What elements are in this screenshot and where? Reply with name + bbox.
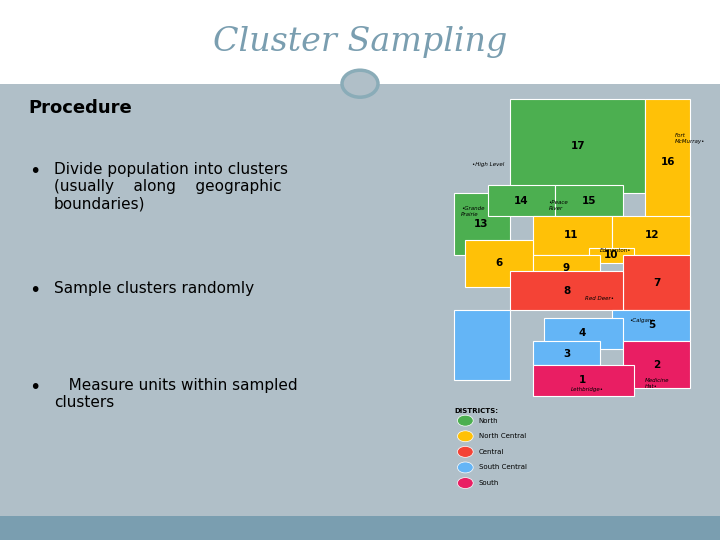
Text: South Central: South Central xyxy=(479,464,527,470)
Polygon shape xyxy=(611,310,690,341)
Text: 8: 8 xyxy=(563,286,570,296)
Polygon shape xyxy=(454,310,510,380)
Circle shape xyxy=(342,70,378,97)
Text: •: • xyxy=(29,378,40,397)
Circle shape xyxy=(457,431,473,442)
Text: 1: 1 xyxy=(579,375,586,385)
Text: Lethbridge•: Lethbridge• xyxy=(571,387,604,392)
Text: North: North xyxy=(479,417,498,424)
Text: 3: 3 xyxy=(563,349,570,359)
Text: Medicine
Hat•: Medicine Hat• xyxy=(645,378,670,389)
Text: 16: 16 xyxy=(660,157,675,167)
Circle shape xyxy=(457,447,473,457)
Text: 12: 12 xyxy=(645,230,660,240)
Circle shape xyxy=(457,477,473,489)
Polygon shape xyxy=(533,341,600,365)
Text: DISTRICTS:: DISTRICTS: xyxy=(454,408,498,414)
Text: Divide population into clusters
(usually    along    geographic
boundaries): Divide population into clusters (usually… xyxy=(54,162,288,212)
Text: North Central: North Central xyxy=(479,433,526,439)
Polygon shape xyxy=(533,217,611,255)
Polygon shape xyxy=(544,318,623,349)
Polygon shape xyxy=(623,255,690,310)
Text: •High Level: •High Level xyxy=(472,163,504,167)
Text: 2: 2 xyxy=(653,360,660,369)
Polygon shape xyxy=(465,240,533,287)
Text: •: • xyxy=(29,162,40,181)
Circle shape xyxy=(457,462,473,473)
Text: Edmonton•: Edmonton• xyxy=(600,248,632,253)
Circle shape xyxy=(457,415,473,426)
Polygon shape xyxy=(510,99,645,193)
Text: •: • xyxy=(29,281,40,300)
Text: 5: 5 xyxy=(649,321,656,330)
FancyBboxPatch shape xyxy=(0,516,720,540)
Text: 15: 15 xyxy=(582,195,596,206)
Text: 9: 9 xyxy=(563,263,570,273)
Text: Measure units within sampled
clusters: Measure units within sampled clusters xyxy=(54,378,297,410)
Text: •Grande
Prairie: •Grande Prairie xyxy=(461,206,485,217)
Text: Procedure: Procedure xyxy=(29,99,132,117)
Text: Fort
McMurray•: Fort McMurray• xyxy=(675,133,705,144)
Text: 6: 6 xyxy=(495,258,503,268)
Text: •Peace
River: •Peace River xyxy=(549,200,568,211)
Polygon shape xyxy=(623,341,690,388)
Text: 4: 4 xyxy=(579,328,586,338)
Text: Red Deer•: Red Deer• xyxy=(585,296,613,301)
Text: Central: Central xyxy=(479,449,504,455)
Polygon shape xyxy=(611,217,690,255)
Text: Cluster Sampling: Cluster Sampling xyxy=(213,26,507,58)
Text: South: South xyxy=(479,480,499,486)
Text: 7: 7 xyxy=(653,279,660,288)
Text: 10: 10 xyxy=(604,251,618,260)
Text: 17: 17 xyxy=(570,141,585,151)
Polygon shape xyxy=(454,193,510,255)
FancyBboxPatch shape xyxy=(0,0,720,84)
Polygon shape xyxy=(510,271,623,310)
Polygon shape xyxy=(589,247,634,263)
Polygon shape xyxy=(645,99,690,224)
Polygon shape xyxy=(555,185,623,217)
Polygon shape xyxy=(488,185,555,217)
Polygon shape xyxy=(533,364,634,396)
Polygon shape xyxy=(533,255,600,279)
Text: •Calgary: •Calgary xyxy=(629,318,654,323)
Text: Sample clusters randomly: Sample clusters randomly xyxy=(54,281,254,296)
Text: 11: 11 xyxy=(564,230,578,240)
Text: 13: 13 xyxy=(474,219,488,229)
Text: 14: 14 xyxy=(514,195,529,206)
